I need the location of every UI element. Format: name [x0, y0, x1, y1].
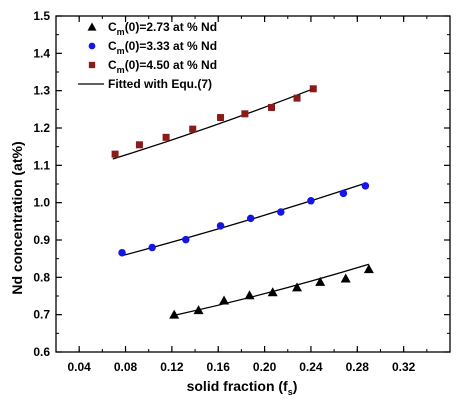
legend-label: Cm(0)=4.50 at % Nd — [108, 58, 217, 75]
data-point — [162, 133, 170, 141]
legend: Cm(0)=2.73 at % Nd Cm(0)=3.33 at % Nd Cm(0… — [78, 20, 217, 91]
legend-marker — [88, 42, 96, 50]
data-point — [217, 114, 225, 122]
y-tick-label: 0.9 — [33, 233, 50, 247]
data-point — [293, 94, 301, 102]
x-tick-label: 0.04 — [67, 360, 91, 374]
data-point — [340, 273, 351, 283]
y-tick-label: 0.6 — [33, 345, 50, 359]
data-point — [309, 85, 317, 93]
x-tick-label: 0.28 — [346, 360, 370, 374]
y-tick-label: 1.3 — [33, 84, 50, 98]
data-points — [111, 85, 374, 319]
y-tick-label: 0.8 — [33, 270, 50, 284]
y-tick-label: 1.4 — [33, 46, 50, 60]
x-axis-ticks: 0.04 0.08 0.12 0.16 0.20 0.24 0.28 0.32 — [55, 16, 451, 374]
series-circle — [118, 182, 370, 257]
x-axis-title: solid fraction (fs) — [187, 378, 298, 397]
data-point — [307, 197, 315, 205]
x-tick-label: 0.24 — [299, 360, 323, 374]
data-point — [244, 290, 255, 300]
data-point — [292, 282, 303, 292]
legend-label: Cm(0)=2.73 at % Nd — [108, 20, 217, 37]
y-tick-label: 1.1 — [33, 158, 50, 172]
y-axis-title: Nd concentration (at%) — [9, 141, 25, 294]
legend-fit-label: Fitted with Equ.(7) — [108, 77, 212, 91]
y-tick-label: 1.5 — [33, 9, 50, 23]
x-axis-title-sub: s — [288, 387, 293, 397]
data-point — [148, 243, 156, 252]
data-point — [193, 305, 204, 315]
y-tick-label: 1.2 — [33, 121, 50, 135]
data-point — [182, 235, 190, 244]
data-point — [246, 214, 255, 223]
series-triangle — [169, 264, 374, 319]
data-point — [363, 264, 374, 274]
y-tick-label: 0.7 — [33, 308, 50, 322]
data-point — [169, 309, 180, 319]
fit-lines — [112, 88, 370, 317]
y-axis-ticks: 0.6 0.7 0.8 0.9 1.0 1.1 1.2 1.3 1.4 1.5 — [33, 9, 450, 359]
x-tick-label: 0.32 — [392, 360, 416, 374]
x-axis-title-end: ) — [293, 378, 298, 394]
data-point — [216, 222, 225, 230]
y-tick-label: 1.0 — [33, 196, 50, 210]
x-tick-label: 0.20 — [253, 360, 277, 374]
data-point — [135, 141, 143, 149]
x-tick-label: 0.16 — [207, 360, 231, 374]
data-point — [118, 248, 126, 257]
fit-line — [112, 88, 314, 160]
data-point — [277, 208, 285, 216]
data-point — [339, 189, 348, 198]
data-point — [267, 287, 278, 297]
data-point — [111, 150, 119, 158]
legend-marker — [87, 22, 97, 31]
data-point — [268, 103, 276, 111]
data-point — [361, 182, 370, 190]
legend-marker — [88, 61, 96, 69]
data-point — [189, 125, 197, 133]
x-tick-label: 0.12 — [160, 360, 184, 374]
fit-line — [121, 182, 366, 257]
legend-label: Cm(0)=3.33 at % Nd — [108, 39, 217, 56]
data-point — [315, 276, 326, 286]
x-tick-label: 0.08 — [114, 360, 138, 374]
data-point — [219, 295, 230, 305]
data-point — [241, 110, 249, 118]
x-axis-title-main: solid fraction (f — [187, 378, 288, 394]
series-square — [111, 85, 317, 158]
